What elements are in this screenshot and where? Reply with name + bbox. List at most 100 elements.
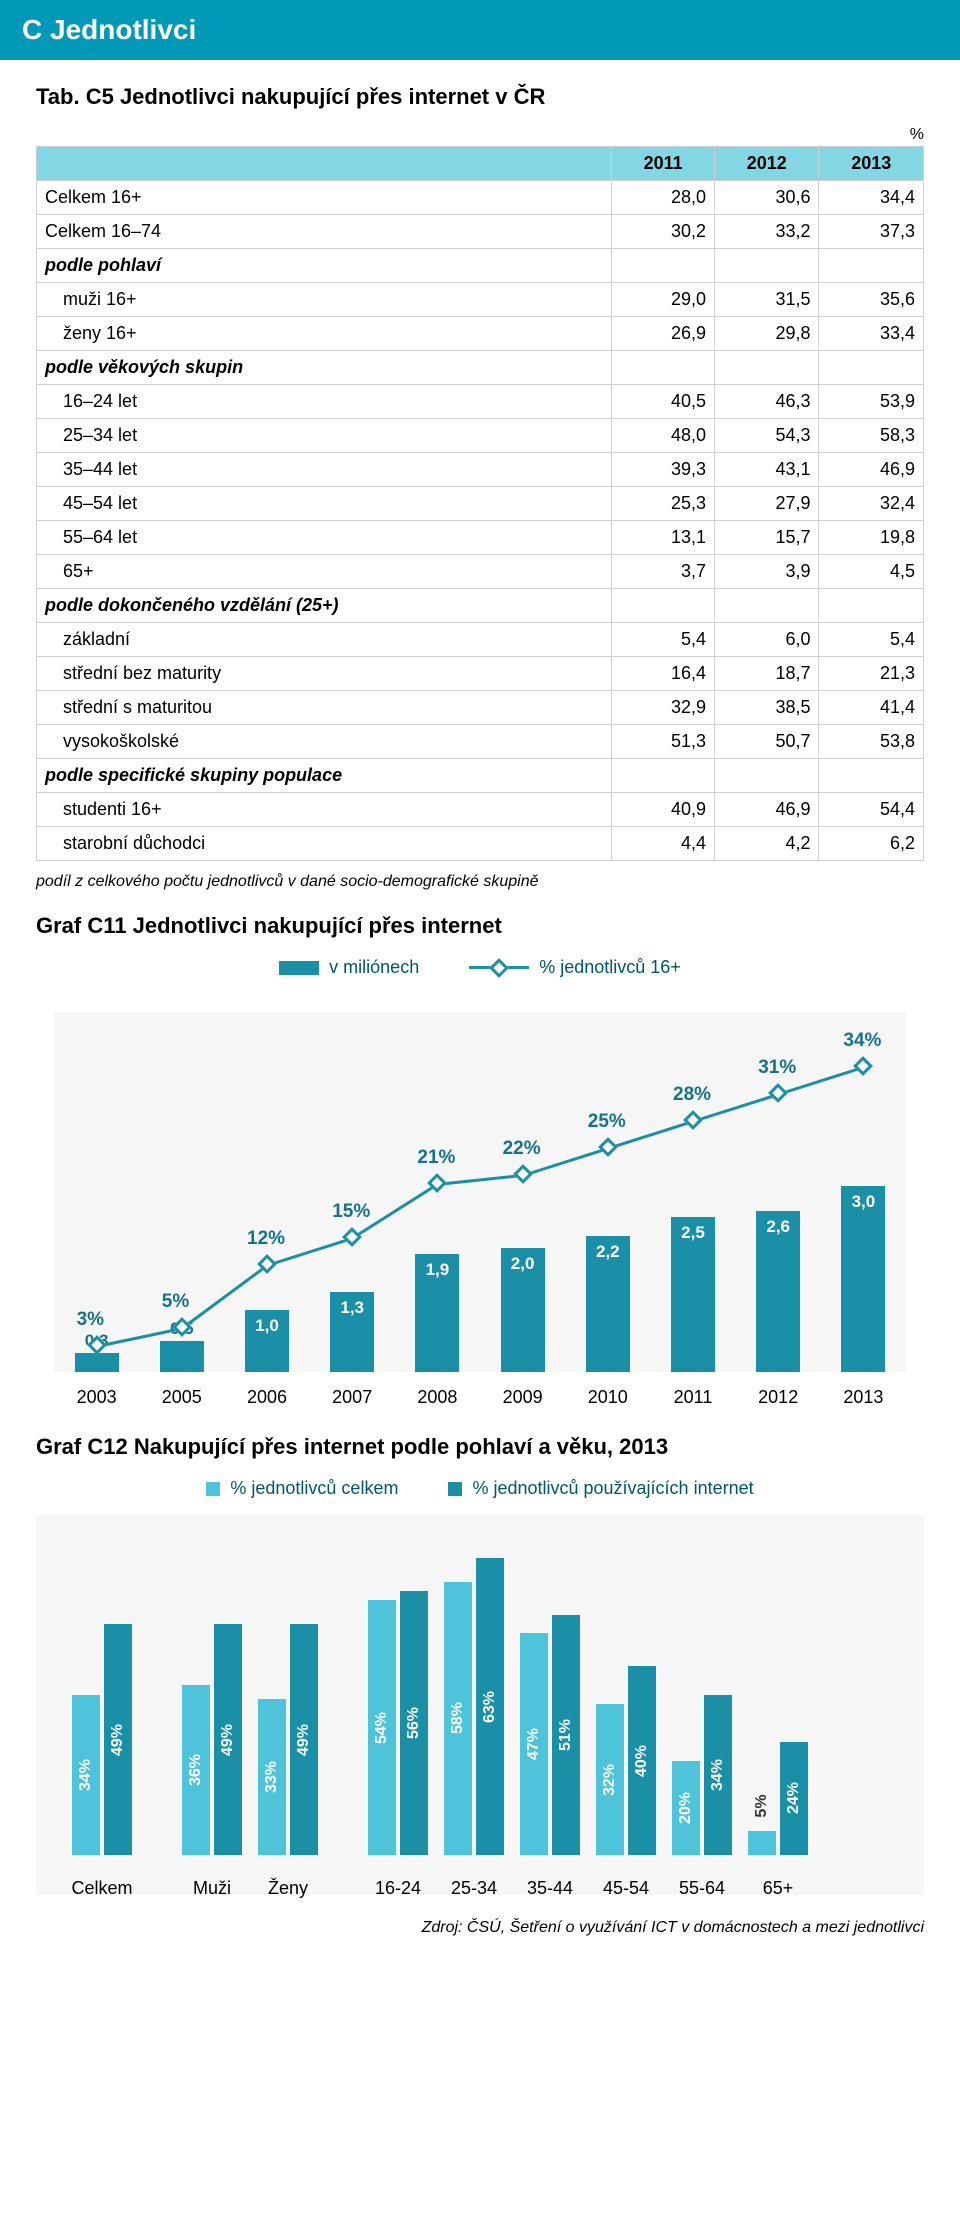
table-row: podle věkových skupin [37,351,924,385]
table-row: Celkem 16–7430,233,237,3 [37,215,924,249]
legend-series2-label: % jednotlivců používajících internet [472,1478,753,1499]
table-cell-value: 35,6 [819,283,924,317]
page-header-title: C Jednotlivci [22,14,938,46]
table-row-label: 35–44 let [37,453,612,487]
table-cell-value [612,249,715,283]
table-cell-value: 6,2 [819,827,924,861]
table-cell-value: 31,5 [715,283,819,317]
table-row: střední bez maturity16,418,721,3 [37,657,924,691]
chart-c12-plot-area: 34%49%Celkem36%49%Muži33%49%Ženy54%56%16… [54,1525,906,1855]
table-percent-symbol: % [36,126,924,144]
combo-line-value: 12% [247,1228,285,1250]
table-row: ženy 16+26,929,833,4 [37,317,924,351]
combo-bar-value: 1,9 [426,1260,450,1280]
grouped-bar-value: 49% [109,1723,127,1755]
grouped-bar: 24% [780,1742,808,1855]
grouped-bar-value: 32% [601,1764,619,1796]
data-table-c5: 201120122013 Celkem 16+28,030,634,4Celke… [36,146,924,861]
table-row: střední s maturitou32,938,541,4 [37,691,924,725]
table-row-label: základní [37,623,612,657]
table-row-label: studenti 16+ [37,793,612,827]
grouped-category-label: 55-64 [679,1878,725,1899]
chart-c12: 34%49%Celkem36%49%Muži33%49%Ženy54%56%16… [36,1515,924,1895]
page-header-banner: C Jednotlivci [0,0,960,60]
table-cell-value: 53,8 [819,725,924,759]
combo-line-marker [683,1110,703,1130]
table-row-label: podle specifické skupiny populace [37,759,612,793]
combo-line-marker [768,1083,788,1103]
legend-swatch-1 [206,1482,220,1496]
table-cell-value: 33,4 [819,317,924,351]
table-cell-value: 34,4 [819,181,924,215]
table-row: podle specifické skupiny populace [37,759,924,793]
grouped-bar-value: 40% [633,1745,651,1777]
table-row-label: muži 16+ [37,283,612,317]
legend-item-series1: % jednotlivců celkem [206,1478,398,1499]
grouped-bar-value: 24% [785,1782,803,1814]
table-cell-value: 48,0 [612,419,715,453]
table-cell-value: 32,9 [612,691,715,725]
grouped-bar: 49% [214,1624,242,1855]
combo-bar: 2,6 [756,1211,800,1372]
table-cell-value [819,249,924,283]
grouped-bar: 32% [596,1704,624,1855]
chart-c12-title: Graf C12 Nakupující přes internet podle … [36,1434,924,1460]
combo-bar-value: 3,0 [852,1192,876,1212]
legend-item-series2: % jednotlivců používajících internet [448,1478,753,1499]
table-cell-value: 53,9 [819,385,924,419]
table-cell-value: 30,2 [612,215,715,249]
combo-bar: 1,0 [245,1310,289,1372]
table-cell-value: 51,3 [612,725,715,759]
combo-line-value: 31% [758,1057,796,1079]
grouped-bar: 5% [748,1831,776,1855]
grouped-bar: 58% [444,1582,472,1855]
table-cell-value: 19,8 [819,521,924,555]
table-cell-value: 41,4 [819,691,924,725]
grouped-bar-value: 33% [263,1761,281,1793]
grouped-category-label: 45-54 [603,1878,649,1899]
table-body: Celkem 16+28,030,634,4Celkem 16–7430,233… [37,181,924,861]
combo-x-label: 2006 [224,1387,309,1408]
table-row: 25–34 let48,054,358,3 [37,419,924,453]
table-row: Celkem 16+28,030,634,4 [37,181,924,215]
table-cell-value [819,351,924,385]
combo-line-value: 34% [843,1030,881,1052]
table-cell-value [819,759,924,793]
combo-line-value: 21% [417,1147,455,1169]
grouped-bar: 34% [72,1695,100,1855]
legend-series1-label: % jednotlivců celkem [230,1478,398,1499]
grouped-bar-value: 49% [295,1723,313,1755]
grouped-bar-value: 34% [709,1759,727,1791]
grouped-bar-value: 63% [481,1690,499,1722]
combo-bar: 1,3 [330,1292,374,1372]
table-cell-value [612,351,715,385]
combo-x-label: 2011 [650,1387,735,1408]
table-row-label: 25–34 let [37,419,612,453]
grouped-bar: 36% [182,1685,210,1855]
table-cell-value [715,351,819,385]
table-cell-value: 50,7 [715,725,819,759]
grouped-bar-value: 36% [187,1754,205,1786]
table-cell-value [715,759,819,793]
table-cell-value: 15,7 [715,521,819,555]
combo-x-label: 2008 [395,1387,480,1408]
table-cell-value: 4,4 [612,827,715,861]
legend-bar-swatch [279,961,319,975]
combo-line-segment [437,1174,523,1186]
table-cell-value: 43,1 [715,453,819,487]
table-cell-value: 26,9 [612,317,715,351]
table-cell-value: 6,0 [715,623,819,657]
chart-c11-plot-area: 0,33%0,55%1,012%1,315%1,921%2,022%2,225%… [54,1012,906,1372]
table-row-label: 55–64 let [37,521,612,555]
combo-bar-value: 2,2 [596,1242,620,1262]
chart-c12-legend: % jednotlivců celkem % jednotlivců použí… [36,1478,924,1499]
grouped-bar: 51% [552,1615,580,1855]
combo-bar-value: 1,0 [255,1316,279,1336]
combo-line-value: 28% [673,1084,711,1106]
table-cell-value: 37,3 [819,215,924,249]
table-cell-value [819,589,924,623]
combo-bar: 0,3 [75,1353,119,1372]
table-row: starobní důchodci4,44,26,2 [37,827,924,861]
table-cell-value: 5,4 [819,623,924,657]
table-cell-value: 16,4 [612,657,715,691]
